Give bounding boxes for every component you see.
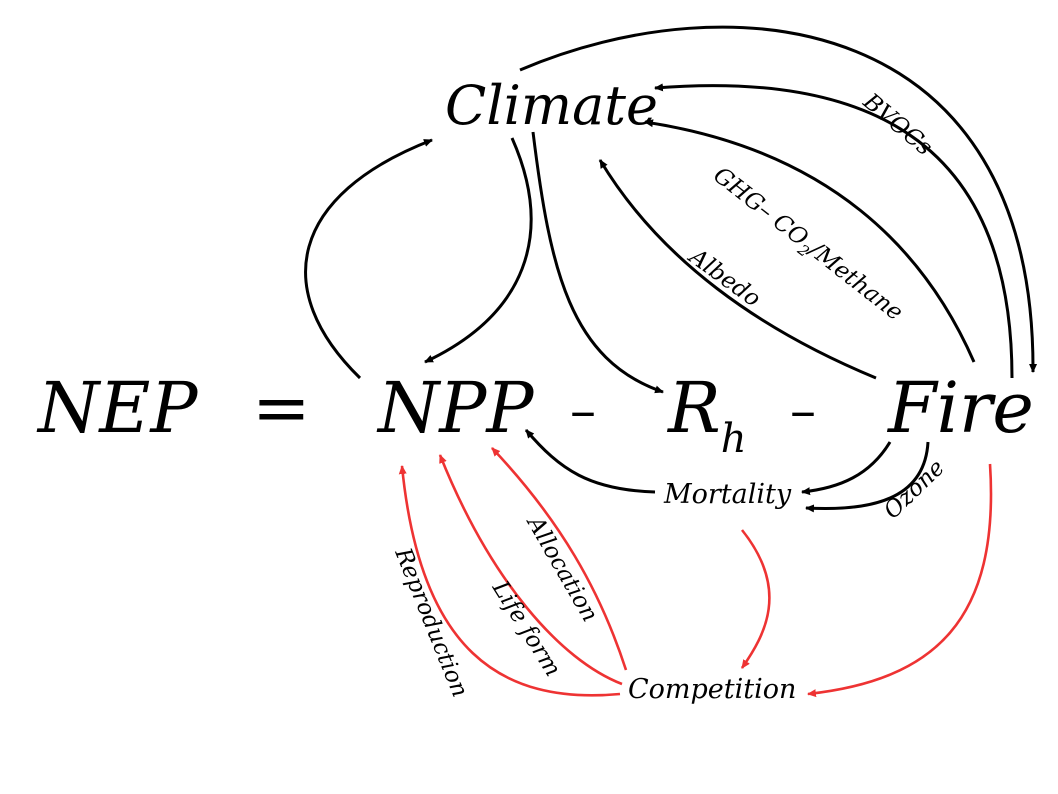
reproduction-label: Reproduction (389, 544, 473, 701)
life-form-label: Life form (486, 576, 565, 682)
edge-fire-to-climate-albedo (598, 159, 877, 380)
minus-sign-2: – (790, 381, 816, 441)
allocation-label: Allocation (521, 510, 603, 626)
edge-fire-to-climate-ghg (644, 119, 976, 363)
rh-term: Rh (666, 367, 746, 462)
ozone-label: Ozone (879, 455, 950, 525)
npp-term: NPP (376, 367, 535, 449)
edge-npp-to-climate (304, 138, 433, 380)
ghg-suffix: /Methane (803, 236, 908, 326)
edge-climate-to-rh (531, 131, 664, 394)
albedo-label: Albedo (683, 243, 765, 313)
edge-climate-to-npp (424, 137, 533, 364)
minus-sign-1: – (570, 381, 596, 441)
climate-node: Climate (445, 74, 658, 137)
competition-node: Competition (628, 674, 796, 705)
rh-subscript: h (721, 416, 747, 462)
edge-mortality-to-npp (524, 429, 656, 494)
equals-sign: = (252, 367, 311, 449)
edge-competition-to-npp-lifeform (438, 454, 623, 686)
edge-competition-to-npp-reproduction (398, 465, 621, 697)
fire-term: Fire (886, 367, 1034, 449)
rh-base: R (666, 367, 721, 449)
ghg-prefix: GHG– CO (708, 162, 812, 252)
edge-fire-to-climate-outer (519, 25, 1038, 373)
edge-fire-ozone-to-mortality (805, 441, 930, 513)
edge-competition-to-npp-allocation (491, 447, 628, 671)
edge-fire-to-climate-bvocs (654, 83, 1014, 379)
edge-fire-to-competition (807, 463, 993, 698)
edge-fire-to-mortality (801, 441, 892, 496)
nep-term: NEP (36, 367, 199, 449)
mortality-node: Mortality (663, 479, 792, 510)
bvocs-label: BVOCs (857, 88, 937, 161)
edge-mortality-to-competition (740, 529, 771, 669)
